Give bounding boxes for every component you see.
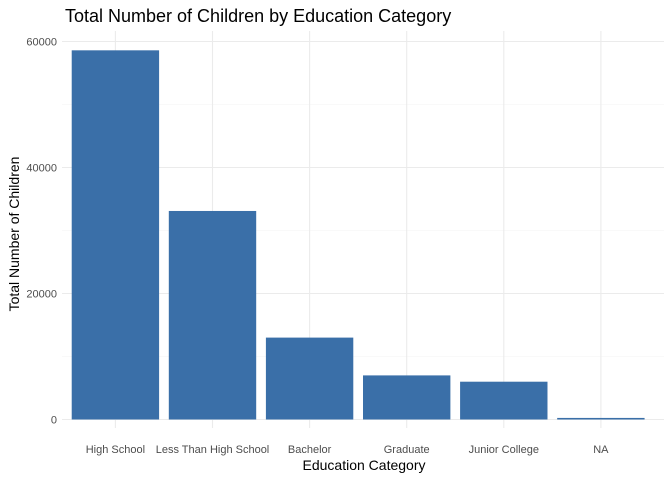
x-tick-label: High School — [86, 444, 145, 456]
x-tick-label: Graduate — [384, 444, 430, 456]
x-axis-title: Education Category — [303, 457, 426, 473]
bars — [71, 50, 645, 420]
bar — [557, 417, 645, 420]
x-tick-label: Bachelor — [288, 444, 332, 456]
x-tick-label: Less Than High School — [156, 444, 270, 456]
chart-title: Total Number of Children by Education Ca… — [65, 6, 451, 26]
x-tick-label: NA — [593, 444, 609, 456]
bar — [71, 50, 160, 420]
bar — [168, 210, 257, 420]
y-tick-label: 0 — [51, 415, 57, 427]
bar — [460, 381, 548, 420]
bar — [363, 375, 451, 420]
y-axis-tick-labels: 0 20000 40000 60000 — [26, 37, 57, 427]
x-tick-label: Junior College — [469, 444, 539, 456]
bar — [265, 337, 354, 420]
y-tick-label: 20000 — [26, 289, 57, 301]
y-tick-label: 60000 — [26, 37, 57, 49]
y-tick-label: 40000 — [26, 163, 57, 175]
y-axis-title: Total Number of Children — [6, 157, 22, 312]
x-axis-tick-labels: High School Less Than High School Bachelor… — [86, 444, 609, 456]
